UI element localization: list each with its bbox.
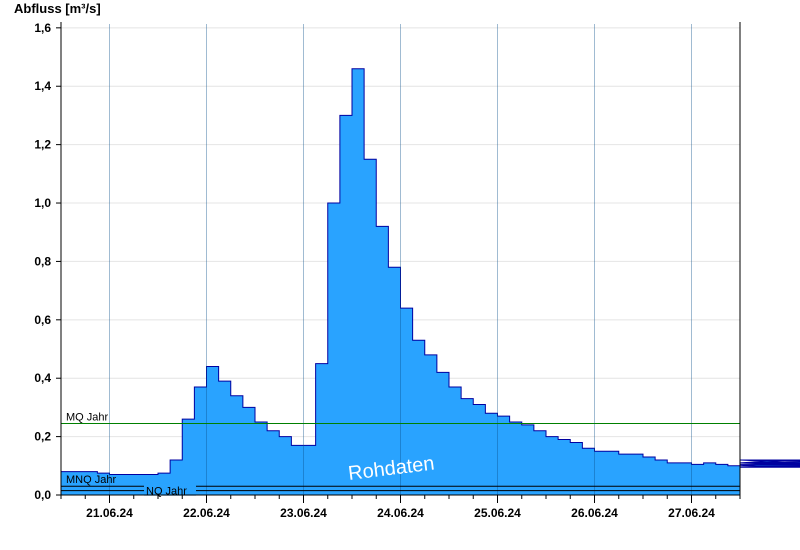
y-tick-label: 1,4 — [34, 79, 51, 93]
x-tick-label: 23.06.24 — [280, 506, 327, 520]
y-tick-label: 0,6 — [34, 313, 51, 327]
x-tick-label: 26.06.24 — [571, 506, 618, 520]
y-tick-label: 0,4 — [34, 371, 51, 385]
y-tick-label: 1,2 — [34, 138, 51, 152]
discharge-area — [60, 68, 800, 496]
x-tick-label: 24.06.24 — [377, 506, 424, 520]
x-tick-label: 25.06.24 — [474, 506, 521, 520]
y-tick-label: 0,0 — [34, 488, 51, 502]
x-tick-label: 21.06.24 — [86, 506, 133, 520]
y-tick-label: 1,0 — [34, 196, 51, 210]
y-tick-label: 0,8 — [34, 254, 51, 268]
y-tick-label: 0,2 — [34, 430, 51, 444]
reference-label-bg — [144, 483, 196, 496]
discharge-area-series — [60, 24, 800, 496]
x-tick-label: 27.06.24 — [668, 506, 715, 520]
y-tick-label: 1,6 — [34, 21, 51, 35]
reference-line-label: NQ Jahr — [146, 486, 187, 498]
x-tick-label: 22.06.24 — [183, 506, 230, 520]
y-axis-title: Abfluss [m³/s] — [14, 1, 101, 16]
reference-line-label: MQ Jahr — [66, 411, 109, 423]
reference-line-label: MNQ Jahr — [66, 474, 116, 486]
axes: 0,0 0,2 0,4 0,6 0,8 1,0 1,2 1,4 1,6 21.06.24 22.06… — [34, 21, 741, 520]
